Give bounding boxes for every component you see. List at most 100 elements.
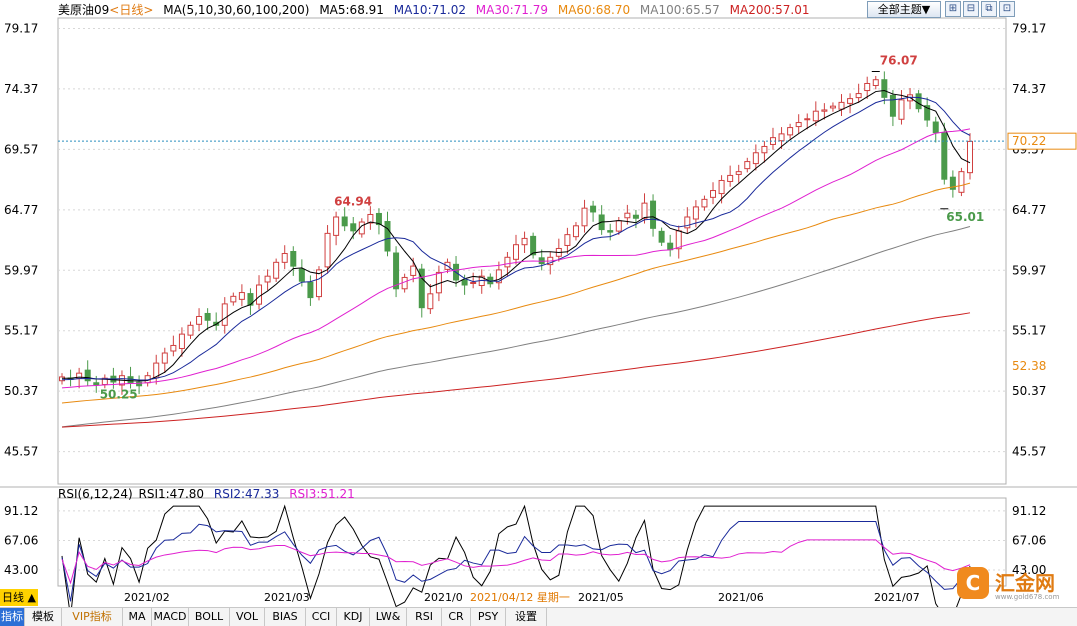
high-annotation: 76.07 <box>880 53 918 67</box>
rsi1-line <box>61 504 971 607</box>
candle <box>949 176 956 190</box>
price-tick-left: 50.37 <box>4 384 38 398</box>
candle <box>658 230 665 243</box>
candle <box>170 344 177 352</box>
candle <box>864 82 871 92</box>
candle <box>915 93 922 110</box>
candle <box>504 256 511 268</box>
rsi2-line <box>61 521 971 602</box>
tab-indicator[interactable]: 指标 <box>0 608 25 626</box>
theme-dropdown-button[interactable]: 全部主题▼ <box>867 1 941 18</box>
rsi-params-label: RSI(6,12,24) <box>58 487 133 501</box>
tab-cci[interactable]: CCI <box>306 608 337 626</box>
candle <box>924 105 931 121</box>
tab-template[interactable]: 模板 <box>25 608 62 626</box>
candle <box>812 110 819 122</box>
candle <box>701 198 708 208</box>
candle <box>829 105 836 109</box>
period-label[interactable]: <日线> <box>109 3 154 17</box>
symbol-label: 美原油09 <box>58 3 110 17</box>
candle <box>221 303 228 326</box>
candle <box>230 295 237 303</box>
tab-cr[interactable]: CR <box>442 608 471 626</box>
rsi-panel-frame <box>57 497 1007 587</box>
candle <box>281 253 288 263</box>
price-tick-right: 45.57 <box>1012 445 1046 459</box>
ma10-label: MA10:71.02 <box>393 3 466 17</box>
candle <box>333 216 340 236</box>
price-tick-left: 69.57 <box>4 142 38 156</box>
candle <box>256 284 263 305</box>
candle <box>470 281 477 284</box>
tab-vip-indicator[interactable]: VIP指标 <box>62 608 123 626</box>
candle <box>572 225 579 238</box>
candle <box>307 281 314 299</box>
candle <box>178 333 185 349</box>
date-label: 2021/0 <box>424 591 463 604</box>
candle <box>821 109 828 112</box>
tab-boll[interactable]: BOLL <box>189 608 230 626</box>
candle <box>855 93 862 99</box>
candle <box>932 121 939 134</box>
indicator-toolbar: 指标 模板 VIP指标 MA MACD BOLL VOL BIAS CCI KD… <box>0 607 1077 626</box>
candle <box>898 99 905 120</box>
candle <box>418 268 425 309</box>
candle <box>290 251 297 267</box>
candle <box>692 206 699 220</box>
candle <box>710 190 717 198</box>
zoom-in-icon[interactable]: ⊞ <box>945 1 961 17</box>
tab-vol[interactable]: VOL <box>230 608 265 626</box>
candle <box>752 152 759 165</box>
rsi-tick-right: 43.00 <box>1012 563 1046 577</box>
candle <box>367 213 374 224</box>
tab-macd[interactable]: MACD <box>152 608 189 626</box>
chart-canvas[interactable]: 79.1779.1774.3774.3769.5769.5764.7764.77… <box>0 0 1077 607</box>
ma30-label: MA30:71.79 <box>475 3 549 17</box>
candle <box>564 234 571 246</box>
tab-settings[interactable]: 设置 <box>506 608 547 626</box>
price-tick-right: 55.17 <box>1012 324 1046 338</box>
candle <box>718 179 725 195</box>
low-annotation: 65.01 <box>946 210 984 224</box>
ma200-label: MA200:57.01 <box>729 3 810 17</box>
candle <box>350 223 357 232</box>
tab-lw[interactable]: LW& <box>370 608 407 626</box>
candle <box>410 265 417 276</box>
price-tick-left: 45.57 <box>4 445 38 459</box>
maximize-icon[interactable]: ⊡ <box>999 1 1015 17</box>
date-label: 2021/07 <box>874 591 920 604</box>
start-low-annotation: 50.25 <box>100 388 138 402</box>
tab-bias[interactable]: BIAS <box>265 608 306 626</box>
candle <box>958 171 965 193</box>
crosshair-icon[interactable]: ⊟ <box>963 1 979 17</box>
ma5-line <box>62 90 971 382</box>
candle <box>513 244 519 260</box>
candle <box>204 312 211 321</box>
candle <box>521 237 528 246</box>
candle <box>795 122 802 128</box>
tab-ma[interactable]: MA <box>123 608 152 626</box>
candle <box>538 257 545 265</box>
price-panel-frame <box>57 17 1007 485</box>
price-tick-left: 79.17 <box>4 21 38 35</box>
brand-url: www.gold678.com <box>995 593 1060 601</box>
candle <box>136 381 143 387</box>
price-tick-right: 74.37 <box>1012 82 1046 96</box>
candle <box>615 220 622 232</box>
price-tick-right: 50.37 <box>1012 384 1046 398</box>
dayline-tab[interactable]: 日线 ▲ <box>0 589 38 606</box>
rsi-tick-left: 43.00 <box>4 563 38 577</box>
ma60-axis-label: 52.38 <box>1012 359 1046 373</box>
restore-icon[interactable]: ⧉ <box>981 1 997 17</box>
brand-logo: C 汇金网 www.gold678.com <box>957 565 1069 603</box>
date-label: 2021/05 <box>578 591 624 604</box>
candle <box>667 242 674 251</box>
ma60-line <box>61 182 971 404</box>
mar-high-annotation: 64.94 <box>334 195 372 209</box>
candle <box>375 212 382 226</box>
tab-kdj[interactable]: KDJ <box>337 608 370 626</box>
candle <box>59 376 65 382</box>
tab-psy[interactable]: PSY <box>471 608 506 626</box>
tab-rsi[interactable]: RSI <box>407 608 442 626</box>
candle <box>298 268 305 282</box>
